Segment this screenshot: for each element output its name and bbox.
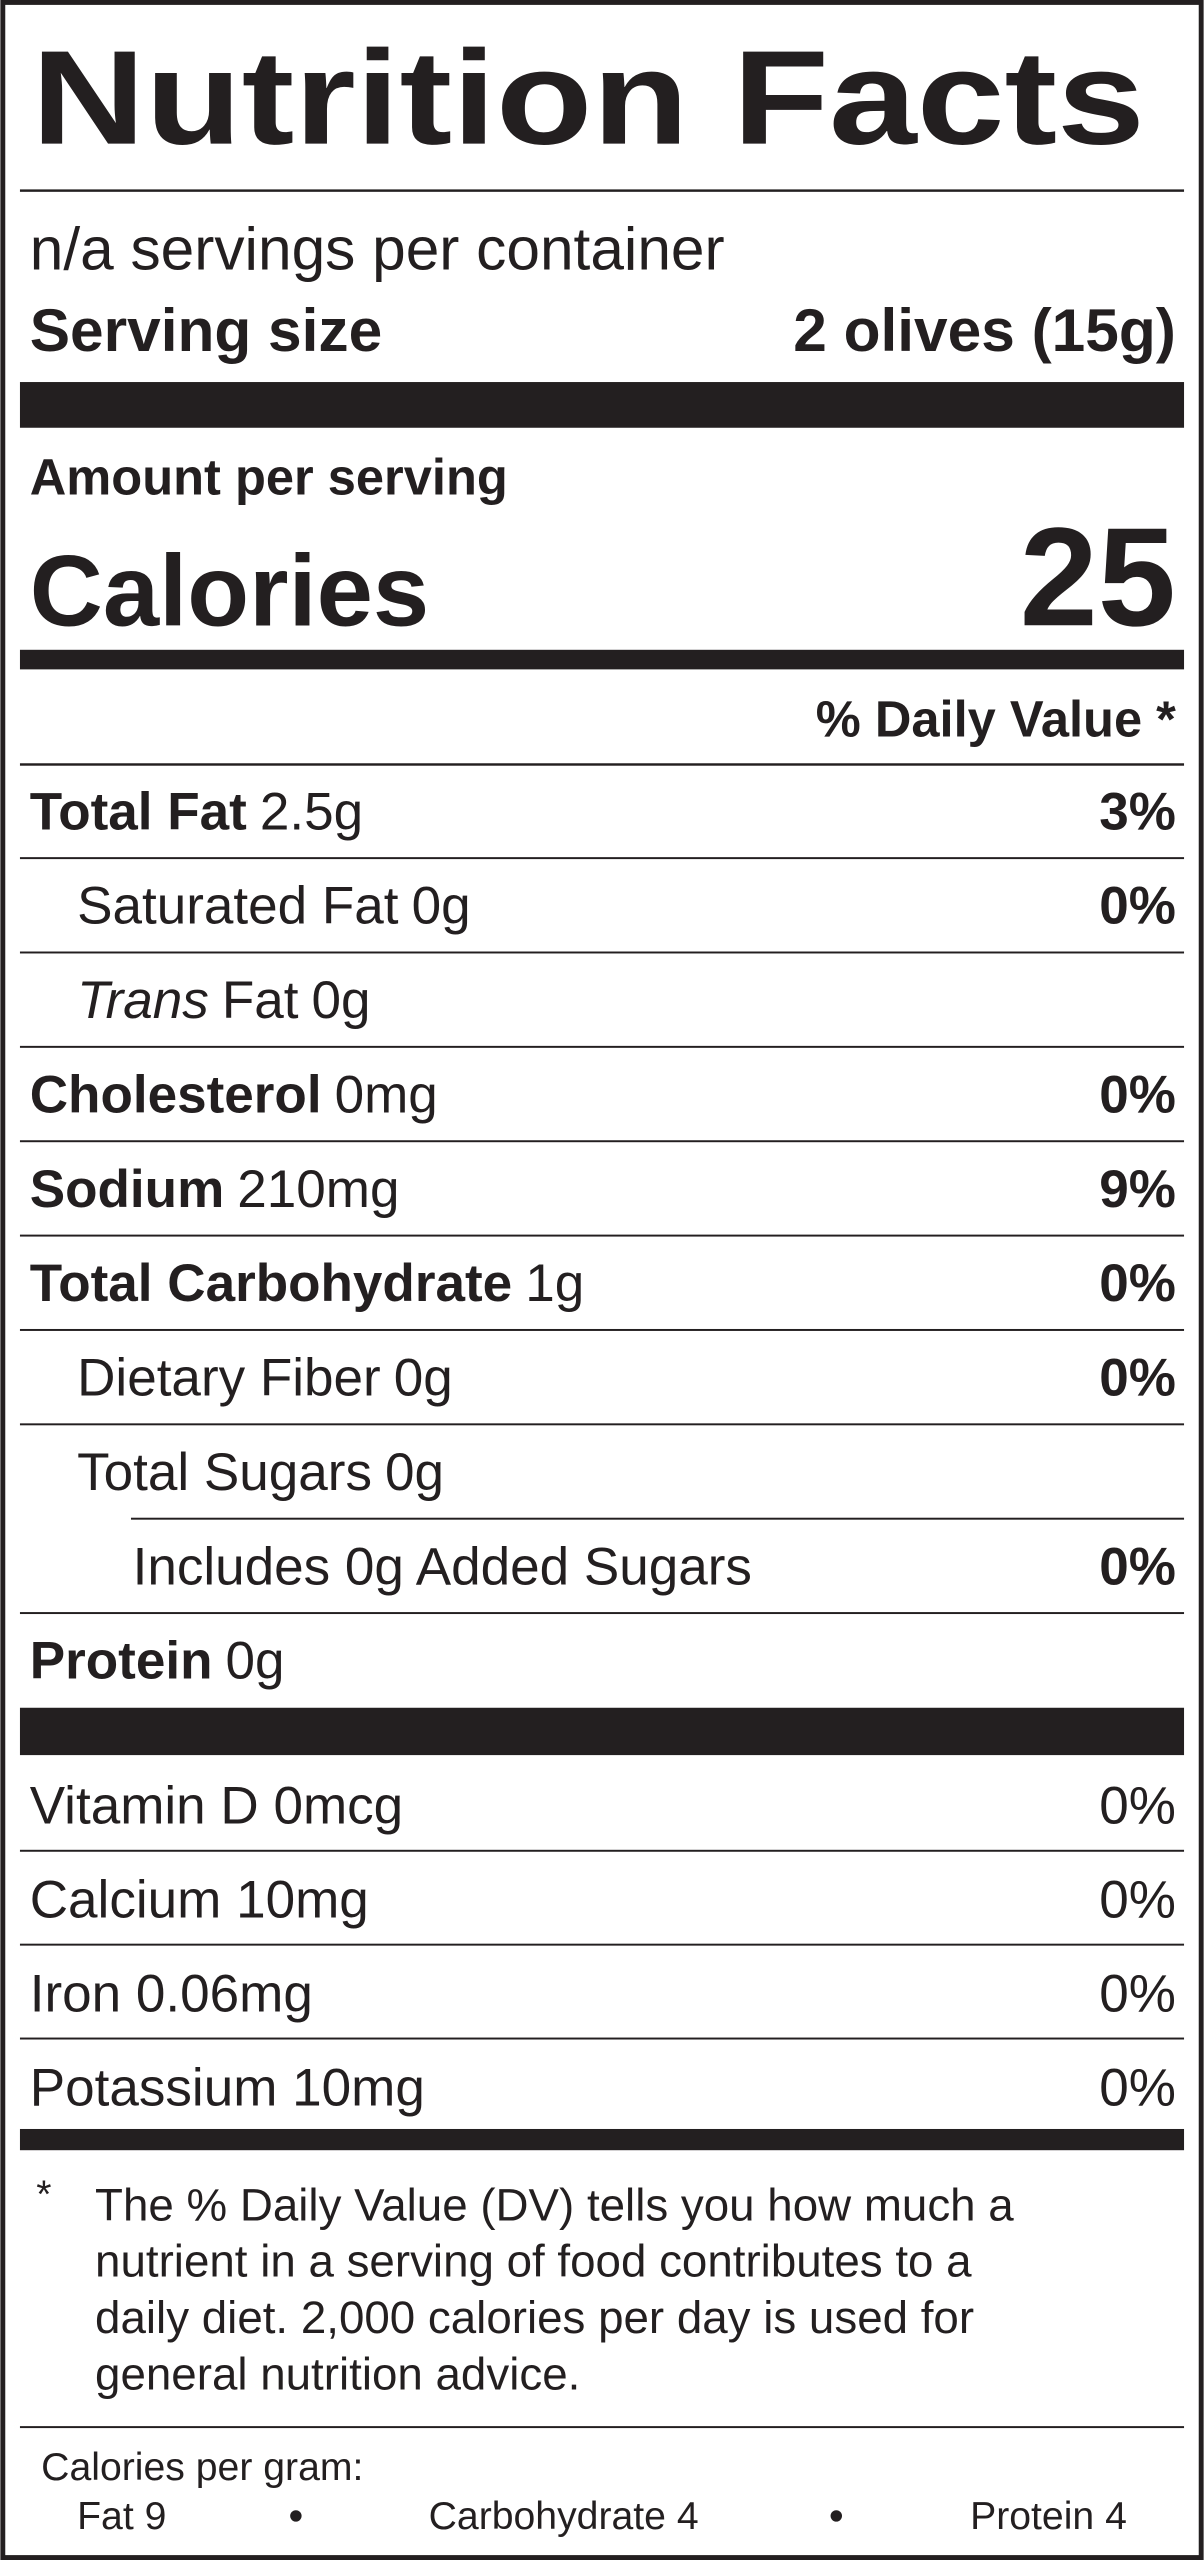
nutrient-name: Dietary Fiber	[77, 1349, 381, 1408]
nutrient-amount: 210mg	[237, 1160, 399, 1219]
vitamin-rows: Vitamin D 0mcg 0% Calcium 10mg 0% Iron 0.06m…	[19, 1777, 1185, 2117]
nutrient-rows: Total Fat 2.5g 3%Saturated Fat 0g 0%Trans Fat…	[19, 782, 1185, 1691]
footnote-mark: *	[36, 2173, 51, 2216]
nutrient-name: Sodium	[30, 1160, 224, 1219]
servings: n/a servings per container	[30, 214, 725, 282]
nutrient-name: Saturated Fat	[77, 877, 399, 936]
nutrient: Cholesterol 0mg	[30, 1065, 438, 1124]
footnote-line: daily diet. 2,000 calories per day is us…	[95, 2292, 974, 2343]
nutrient-name: Fat	[222, 971, 299, 1030]
vitamin-dv: 0%	[1099, 1777, 1176, 1836]
calories-label: Calories	[30, 534, 429, 647]
nutrient-amount: 2.5g	[260, 782, 363, 841]
nutrient-name: Cholesterol	[30, 1065, 322, 1124]
calories-per-gram-label: Calories per gram:	[41, 2446, 363, 2489]
nutrient: Dietary Fiber 0g	[77, 1349, 453, 1408]
serving-size-value: 2 olives (15g)	[793, 296, 1176, 364]
rule	[19, 857, 1185, 860]
rule	[19, 2426, 1185, 2429]
daily-value: 0%	[1099, 1065, 1176, 1124]
nutrient: Saturated Fat 0g	[77, 877, 470, 936]
daily-value: 9%	[1099, 1160, 1176, 1219]
medium-bar	[19, 2128, 1185, 2151]
daily-value: 0%	[1099, 1254, 1176, 1313]
nutrient-amount: 0mg	[335, 1065, 438, 1124]
nutrient: Total Sugars 0g	[77, 1443, 444, 1502]
nutrient-name-italic: Trans	[77, 971, 209, 1030]
amount-per-serving: Amount per serving	[30, 449, 508, 506]
rule	[19, 1140, 1185, 1143]
nutrient: Includes 0g Added Sugars	[133, 1537, 752, 1596]
rule	[19, 763, 1185, 766]
rule	[19, 1423, 1185, 1426]
calories-per-gram-item: Protein 4	[970, 2495, 1127, 2538]
nutrient-name: Total Fat	[30, 782, 247, 841]
bullet	[830, 2510, 842, 2522]
footnote-line: The % Daily Value (DV) tells you how muc…	[95, 2179, 1014, 2230]
vitamin-dv: 0%	[1099, 1871, 1176, 1930]
vitamin-dv: 0%	[1099, 1964, 1176, 2023]
footnote-line: nutrient in a serving of food contribute…	[95, 2236, 972, 2287]
daily-value: 0%	[1099, 1349, 1176, 1408]
rule	[19, 1045, 1185, 1048]
daily-value: 3%	[1099, 782, 1176, 841]
rule	[19, 1234, 1185, 1237]
rule	[130, 1517, 1185, 1520]
vitamin-name: Calcium 10mg	[30, 1871, 369, 1930]
calories-per-gram: Fat 9 Carbohydrate 4 Protein 4	[77, 2495, 1127, 2538]
rule	[19, 1849, 1185, 1852]
nutrient-amount: 0g	[312, 971, 371, 1030]
rule	[19, 189, 1185, 192]
nutrient: Sodium 210mg	[30, 1160, 400, 1219]
bullet	[290, 2510, 302, 2522]
rule	[19, 1943, 1185, 1946]
nutrient: Protein 0g	[30, 1632, 285, 1691]
nutrient-name: Protein	[30, 1632, 213, 1691]
nutrient-name: Total Sugars	[77, 1443, 372, 1502]
rule	[19, 951, 1185, 954]
rule	[19, 1328, 1185, 1331]
nutrient-amount: 0g	[226, 1632, 285, 1691]
vitamin-dv: 0%	[1099, 2058, 1176, 2117]
vitamin-name: Iron 0.06mg	[30, 1964, 313, 2023]
footnote-line: general nutrition advice.	[95, 2348, 580, 2399]
nutrient: Trans Fat 0g	[77, 971, 370, 1030]
nutrient: Total Fat 2.5g	[30, 782, 363, 841]
footnote: The % Daily Value (DV) tells you how muc…	[95, 2179, 1014, 2399]
serving-size-label: Serving size	[30, 296, 382, 364]
calories-value: 25	[1020, 498, 1176, 655]
rule	[19, 1612, 1185, 1615]
vitamin-name: Potassium 10mg	[30, 2058, 425, 2117]
nutrient-amount: 1g	[525, 1254, 584, 1313]
nutrient: Total Carbohydrate 1g	[30, 1254, 584, 1313]
nutrient-amount: 0g	[385, 1443, 444, 1502]
nutrient-amount: 0g	[412, 877, 471, 936]
daily-value: 0%	[1099, 1537, 1176, 1596]
daily-value-header: % Daily Value *	[816, 690, 1176, 747]
calories-per-gram-item: Carbohydrate 4	[429, 2495, 699, 2538]
calories-per-gram-item: Fat 9	[77, 2495, 166, 2538]
title: Nutrition Facts	[31, 24, 1144, 173]
rule	[19, 2037, 1185, 2040]
thick-bar	[19, 382, 1185, 428]
vitamin-name: Vitamin D 0mcg	[30, 1777, 403, 1836]
nutrient-name: Total Carbohydrate	[30, 1254, 512, 1313]
medium-bar	[19, 649, 1185, 670]
thick-bar	[19, 1707, 1185, 1756]
daily-value: 0%	[1099, 877, 1176, 936]
nutrient-name: Includes 0g Added Sugars	[133, 1537, 752, 1596]
nutrient-amount: 0g	[394, 1349, 453, 1408]
